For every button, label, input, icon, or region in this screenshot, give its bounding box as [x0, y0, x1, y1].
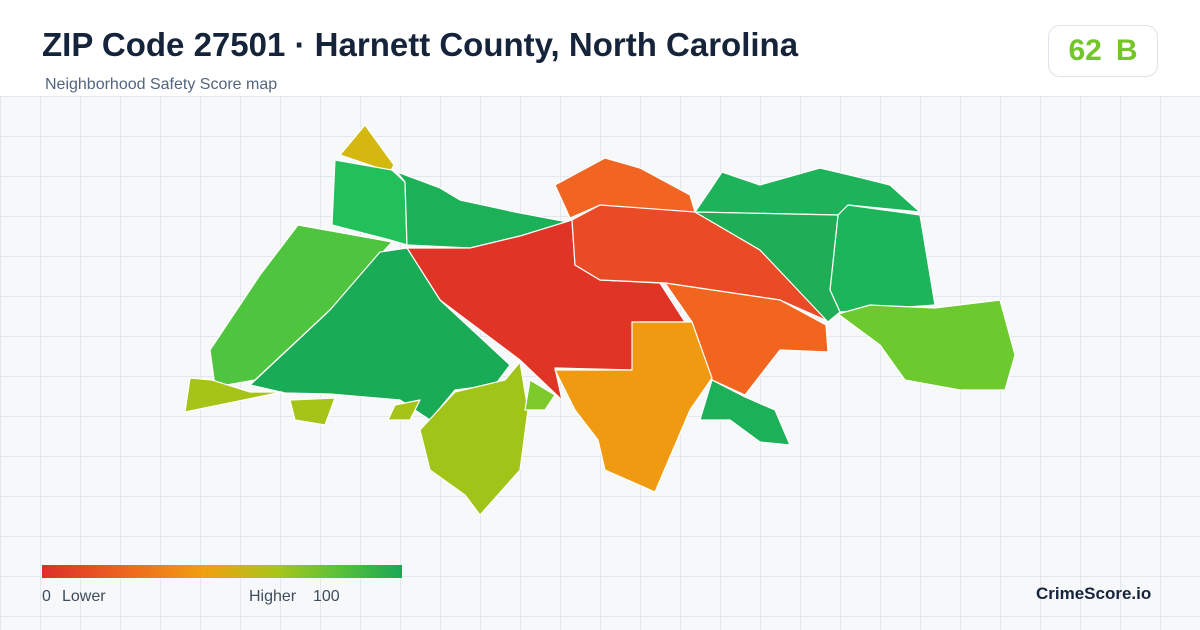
score-grade: B: [1115, 34, 1138, 67]
region: [694, 167, 921, 216]
region: [289, 397, 336, 426]
title: ZIP Code 27501 · Harnett County, North C…: [42, 26, 799, 63]
region: [829, 204, 936, 313]
score-value: 62: [1068, 34, 1102, 67]
region: [837, 299, 1016, 391]
score-badge: 62 B: [1048, 25, 1158, 77]
region: [571, 204, 831, 323]
region: [694, 211, 841, 323]
region: [184, 377, 283, 413]
brand: CrimeScore.io: [1036, 584, 1152, 603]
region: [699, 379, 791, 446]
header: ZIP Code 27501 · Harnett County, North C…: [0, 0, 1200, 96]
region: [554, 321, 713, 493]
legend-max-label: Higher: [249, 588, 297, 605]
region: [524, 379, 556, 411]
region: [419, 361, 529, 516]
subtitle: Neighborhood Safety Score map: [45, 76, 278, 93]
region: [331, 159, 408, 246]
legend-gradient: [42, 565, 402, 578]
legend-min: 0: [42, 588, 51, 605]
legend-max: 100: [313, 588, 340, 605]
region: [387, 399, 421, 421]
legend-min-label: Lower: [62, 588, 106, 605]
